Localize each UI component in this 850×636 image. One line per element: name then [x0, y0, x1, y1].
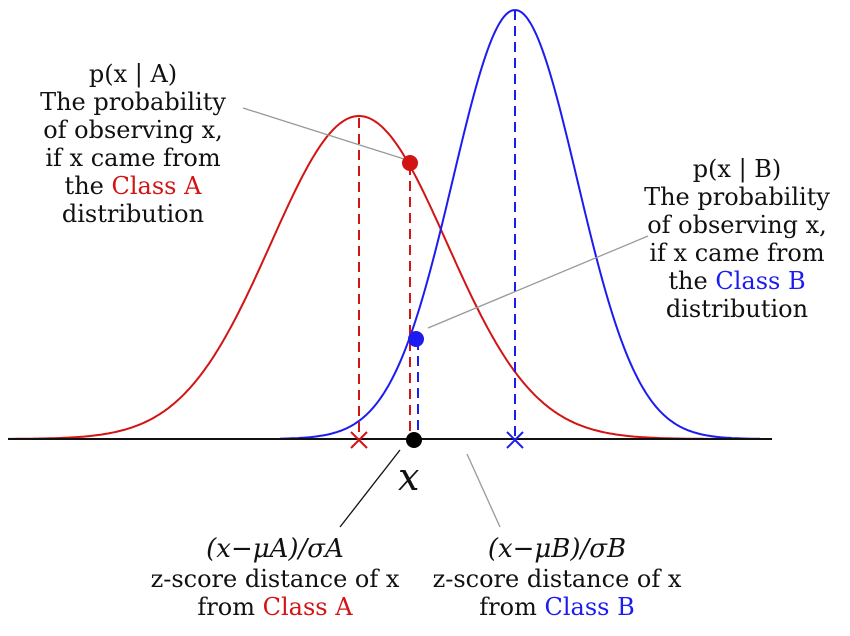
zB-class-b-text: Class B	[544, 593, 635, 621]
zB-formula: (x−μB)/σB	[487, 534, 627, 564]
zB-leader-line	[466, 453, 501, 528]
pB-title: p(x | B)	[692, 155, 782, 183]
class-b-curve	[279, 9, 760, 440]
zB-desc-2: from Class B	[479, 593, 635, 621]
pB-label: p(x | B) The probability of observing x,…	[632, 155, 842, 323]
pA-title: p(x | A)	[88, 60, 178, 88]
zA-label: (x−μA)/σA z-score distance of x from Cla…	[150, 533, 400, 621]
pB-desc-4: the Class B	[668, 267, 806, 295]
class-a-curve	[8, 115, 740, 440]
pA-desc-4: the Class A	[64, 172, 202, 200]
pB-desc-5: distribution	[665, 295, 809, 323]
pA-desc-5: distribution	[61, 200, 205, 228]
zA-desc-2: from Class A	[197, 593, 353, 621]
zA-class-a-text: Class A	[262, 593, 353, 621]
class-b-text: Class B	[715, 267, 806, 295]
zA-leader-line	[339, 449, 401, 528]
pA-desc-3: if x came from	[45, 144, 221, 172]
zB-label: (x−μB)/σB z-score distance of x from Cla…	[432, 533, 682, 621]
class-a-mean-marker	[350, 431, 368, 449]
class-b-mean-marker	[506, 431, 524, 449]
pB-desc-2: of observing x,	[647, 211, 827, 239]
zA-formula: (x−μA)/σA	[206, 534, 344, 564]
x-point	[406, 432, 422, 448]
class-a-text: Class A	[111, 172, 202, 200]
pB-leader-line	[427, 235, 649, 329]
pB-point	[408, 331, 424, 347]
zB-desc-1: z-score distance of x	[432, 565, 682, 593]
pA-point	[402, 155, 418, 171]
pB-desc-1: The probability	[644, 183, 830, 211]
x-label: x	[398, 455, 420, 499]
pA-desc-2: of observing x,	[43, 116, 223, 144]
pA-label: p(x | A) The probability of observing x,…	[28, 60, 238, 228]
zA-desc-1: z-score distance of x	[150, 565, 400, 593]
pB-desc-3: if x came from	[649, 239, 825, 267]
pA-desc-1: The probability	[40, 88, 226, 116]
pA-leader-line	[242, 107, 405, 160]
